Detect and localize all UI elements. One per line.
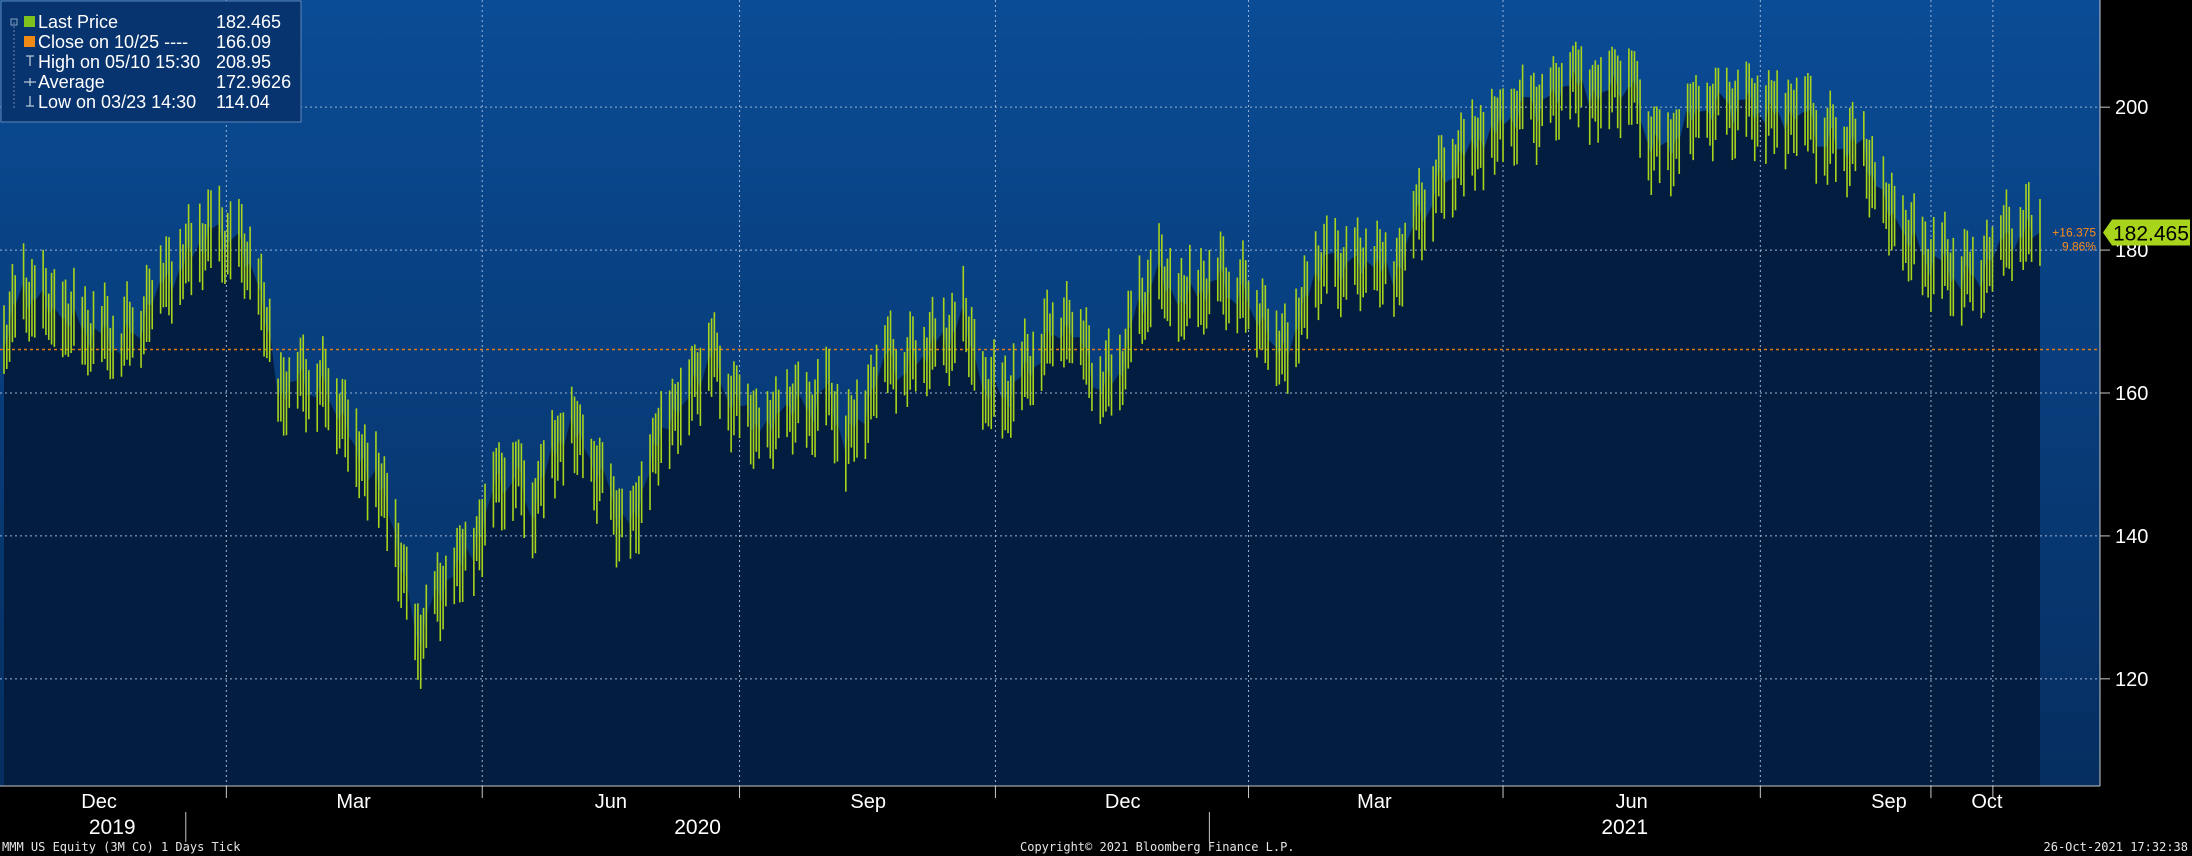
legend-label-last-price: Last Price: [38, 12, 118, 32]
legend-collapse-icon: [10, 18, 18, 26]
x-tick-label: Mar: [1357, 791, 1392, 813]
change-tag: +16.375: [2052, 225, 2096, 239]
x-year-label: 2021: [1601, 816, 1648, 839]
legend-label-close: Close on 10/25 ----: [38, 32, 188, 52]
legend-value-high: 208.95: [216, 52, 271, 72]
x-axis: Dec Mar Jun Sep Dec Mar Jun Sep Oct 2019 2020 2021: [0, 785, 2100, 842]
x-tick-label: Dec: [81, 791, 117, 813]
legend-label-high: High on 05/10 15:30: [38, 52, 200, 72]
last-price-tag: 182.465: [2103, 219, 2190, 246]
x-tick-label: Sep: [1871, 791, 1907, 813]
legend-value-average: 172.9626: [216, 72, 291, 92]
x-year-label: 2019: [89, 816, 136, 839]
x-tick-label: Jun: [1616, 791, 1648, 813]
footer-panel: [0, 836, 2192, 856]
price-area: [4, 68, 2040, 787]
legend-value-last-price: 182.465: [216, 12, 281, 32]
footer-timestamp: 26-Oct-2021 17:32:38: [2044, 840, 2189, 854]
y-tick-label: 120: [2115, 669, 2148, 691]
legend-markers: [10, 16, 36, 110]
xaxis-panel: [0, 786, 2192, 842]
legend-marker-close: [24, 36, 35, 47]
legend-box: Last Price 182.465 Close on 10/25 ---- 1…: [0, 0, 302, 123]
legend-marker-average: [24, 78, 36, 86]
y-tick-label: 160: [2115, 383, 2148, 405]
legend-marker-high: [26, 55, 34, 66]
legend-marker-last: [24, 16, 35, 27]
x-tick-label: Oct: [1971, 791, 2003, 813]
last-price-tag-value: 182.465: [2113, 222, 2189, 245]
y-tick-label: 140: [2115, 526, 2148, 548]
legend-background: [0, 0, 302, 123]
last-price-tag-shape: [2103, 219, 2190, 246]
x-tick-label: Sep: [850, 791, 886, 813]
change-pct-tag: 9.86%: [2062, 239, 2096, 253]
y-tick-label: 180: [2115, 240, 2148, 262]
x-tick-label: Dec: [1105, 791, 1141, 813]
legend-value-close: 166.09: [216, 32, 271, 52]
price-bars: [3, 41, 2041, 689]
x-year-label: 2020: [674, 816, 721, 839]
x-tick-label: Jun: [595, 791, 627, 813]
y-tick-label: 200: [2115, 97, 2148, 119]
x-tick-label: Mar: [336, 791, 371, 813]
legend-label-low: Low on 03/23 14:30: [38, 92, 196, 112]
y-axis: 120 140 160 180 200: [2099, 0, 2148, 786]
legend-label-average: Average: [38, 72, 105, 92]
footer-copyright: Copyright© 2021 Bloomberg Finance L.P.: [1020, 840, 1295, 854]
legend-value-low: 114.04: [216, 92, 270, 112]
axis-panel: [2100, 0, 2192, 786]
footer-ticker: MMM US Equity (3M Co) 1 Days Tick: [2, 840, 241, 854]
legend-marker-low: [26, 96, 34, 107]
